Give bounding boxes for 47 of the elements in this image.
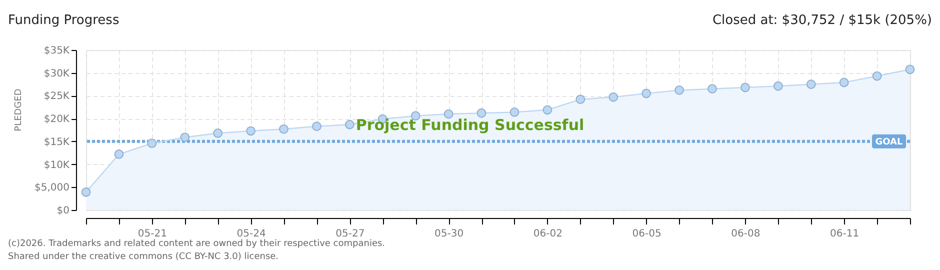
point [312, 122, 322, 132]
point [444, 109, 454, 119]
x-tick-label: 06-11 [830, 228, 860, 240]
point [708, 84, 717, 94]
y-axis-title: PLEDGED [14, 88, 24, 132]
y-tick-label: $0 [56, 206, 70, 216]
point [114, 150, 124, 159]
y-tick-label: $30K [44, 68, 70, 80]
x-tick-label: 05-30 [434, 228, 464, 240]
point [213, 128, 223, 138]
point [773, 81, 783, 91]
y-tick-label: $20K [44, 114, 70, 126]
point [344, 120, 354, 130]
point [642, 88, 652, 98]
point [476, 108, 486, 118]
point [806, 80, 816, 89]
point [147, 138, 157, 148]
point [608, 92, 618, 102]
x-tick-label: 06-08 [731, 228, 760, 240]
y-tick-label: $10K [44, 160, 70, 171]
text: (c)2026. Trademarks and related content are owned by their respective companies. [8, 239, 386, 249]
chart-title: Funding Progress [8, 13, 120, 28]
point [81, 187, 91, 197]
point [674, 86, 684, 95]
y-tick-label: $15K [44, 136, 70, 148]
y-tick-label: $25K [44, 91, 70, 102]
x-tick-label: 06-02 [533, 228, 562, 240]
point [180, 132, 190, 142]
ref-line-label: GOAL [875, 137, 904, 148]
point [542, 105, 552, 115]
x-tick-label: 05-21 [138, 228, 167, 240]
x-tick-label: 05-27 [336, 228, 365, 240]
point [740, 82, 750, 92]
text: Shared under the creative commons (CC BY-NC 3.0) license. [8, 252, 279, 262]
chart-subtitle: Closed at: $30,752 / $15k (205%) [712, 13, 932, 28]
point [576, 94, 586, 104]
point [839, 78, 849, 88]
y-tick-label: $5,000 [34, 182, 70, 194]
point [510, 107, 520, 117]
y-tick-label: $35K [44, 46, 70, 56]
annotation: Project Funding Successful [356, 116, 584, 134]
x-tick-label: 05-24 [236, 228, 266, 240]
point [246, 126, 256, 136]
point [279, 124, 288, 134]
x-tick-label: 06-05 [632, 228, 662, 240]
point [905, 64, 915, 74]
point [872, 71, 882, 81]
